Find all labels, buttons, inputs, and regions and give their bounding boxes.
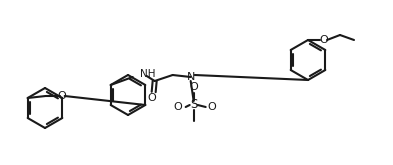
- Text: S: S: [190, 99, 197, 112]
- Text: O: O: [57, 91, 66, 101]
- Text: NH: NH: [140, 69, 155, 79]
- Text: O: O: [189, 82, 198, 92]
- Text: N: N: [187, 72, 195, 82]
- Text: O: O: [147, 93, 156, 103]
- Text: O: O: [207, 102, 216, 112]
- Text: O: O: [320, 35, 329, 45]
- Text: O: O: [173, 102, 182, 112]
